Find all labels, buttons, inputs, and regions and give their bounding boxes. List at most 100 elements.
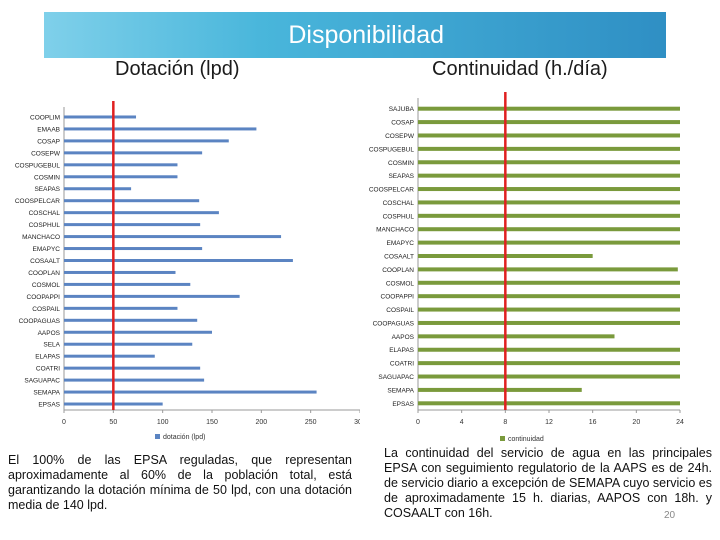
continuidad-category-label: COSAP xyxy=(391,120,414,127)
dotacion-bar xyxy=(64,318,198,322)
continuidad-category-label: COSAALT xyxy=(384,254,414,261)
continuidad-x-tick-label: 8 xyxy=(503,419,507,426)
dotacion-bar xyxy=(64,270,176,274)
dotacion-bar xyxy=(64,247,203,251)
dotacion-chart: 0 50 100 150 200 250 300 COOPLIM EMAAB COSAP COSEP… xyxy=(15,101,360,441)
continuidad-category-label: SAGUAPAC xyxy=(378,374,414,381)
continuidad-x-tick-label: 4 xyxy=(460,419,464,426)
dotacion-bar xyxy=(64,187,132,191)
dotacion-bar xyxy=(64,139,229,143)
continuidad-category-label: COSEPW xyxy=(385,133,415,140)
dotacion-bar xyxy=(64,390,317,394)
dotacion-category-label: COOPAGUAS xyxy=(19,318,61,325)
dotacion-legend-swatch xyxy=(155,434,160,439)
continuidad-category-label: SAJUBA xyxy=(389,106,415,113)
continuidad-category-label: COSMOL xyxy=(386,280,415,287)
continuidad-bar xyxy=(418,200,680,205)
continuidad-bar xyxy=(418,187,680,192)
dotacion-description: El 100% de las EPSA reguladas, que repre… xyxy=(8,453,352,512)
continuidad-category-label: EMAPYC xyxy=(387,240,415,247)
continuidad-category-label: EPSAS xyxy=(392,401,414,408)
continuidad-x-tick-label: 24 xyxy=(676,419,684,426)
dotacion-category-label: AAPOS xyxy=(38,330,61,337)
dotacion-category-label: COSAP xyxy=(37,138,60,145)
continuidad-x-tick-label: 0 xyxy=(416,419,420,426)
continuidad-bar xyxy=(418,173,680,178)
continuidad-bar xyxy=(418,133,680,138)
continuidad-bar xyxy=(418,374,680,379)
continuidad-bar xyxy=(418,267,678,272)
continuidad-category-label: COSPAIL xyxy=(386,307,414,314)
dotacion-category-label: COATRI xyxy=(36,366,60,373)
dotacion-category-label: EPSAS xyxy=(38,402,60,409)
continuidad-x-tick-label: 16 xyxy=(589,419,597,426)
continuidad-legend-swatch xyxy=(500,436,505,441)
dotacion-category-label: COOPLAN xyxy=(28,270,60,277)
title-banner: Disponibilidad xyxy=(44,12,666,58)
dotacion-bar xyxy=(64,378,205,382)
continuidad-bar xyxy=(418,294,680,299)
continuidad-heading: Continuidad (h./día) xyxy=(432,58,608,80)
continuidad-bar xyxy=(418,227,680,232)
continuidad-bar xyxy=(418,401,680,406)
continuidad-bar xyxy=(418,120,680,125)
dotacion-bar xyxy=(64,223,201,227)
dotacion-bar xyxy=(64,259,293,262)
dotacion-category-label: COSPAIL xyxy=(32,306,60,313)
dotacion-x-tick-label: 150 xyxy=(206,419,218,426)
continuidad-bar xyxy=(418,160,680,165)
dotacion-bar xyxy=(64,294,240,298)
dotacion-bar xyxy=(64,235,282,239)
continuidad-category-label: AAPOS xyxy=(392,334,415,341)
continuidad-bar xyxy=(418,334,615,339)
dotacion-category-label: COOSPELCAR xyxy=(15,198,60,205)
continuidad-category-label: COSCHAL xyxy=(383,200,415,207)
dotacion-category-label: COSPUGEBUL xyxy=(15,162,61,169)
continuidad-category-label: COSPUGEBUL xyxy=(369,146,415,153)
dotacion-category-label: SELA xyxy=(43,342,60,349)
dotacion-heading: Dotación (lpd) xyxy=(115,58,240,80)
continuidad-category-label: COOPLAN xyxy=(382,267,414,274)
dotacion-category-label: SEAPAS xyxy=(34,186,60,193)
continuidad-category-label: COOSPELCAR xyxy=(369,187,414,194)
continuidad-bar xyxy=(418,347,680,352)
dotacion-category-label: COSPHUL xyxy=(29,222,61,229)
continuidad-x-tick-label: 20 xyxy=(632,419,640,426)
continuidad-category-label: SEMAPA xyxy=(387,387,414,394)
dotacion-category-label: SAGUAPAC xyxy=(24,378,60,385)
dotacion-bar xyxy=(64,282,191,286)
continuidad-category-label: MANCHACO xyxy=(376,227,414,234)
continuidad-bar xyxy=(418,213,680,218)
dotacion-bar xyxy=(64,175,178,179)
dotacion-bar xyxy=(64,163,178,167)
continuidad-category-label: COATRI xyxy=(390,361,414,368)
continuidad-bar xyxy=(418,307,680,312)
dotacion-category-label: COSMIN xyxy=(34,174,60,181)
dotacion-bar xyxy=(64,330,212,334)
continuidad-bar xyxy=(418,320,680,325)
dotacion-bar xyxy=(64,366,201,370)
dotacion-legend-label: dotación (lpd) xyxy=(163,434,205,441)
continuidad-category-label: SEAPAS xyxy=(388,173,414,180)
dotacion-x-tick-label: 0 xyxy=(62,419,66,426)
dotacion-category-label: COSMOL xyxy=(32,282,61,289)
dotacion-bar xyxy=(64,115,137,119)
dotacion-bar xyxy=(64,151,203,155)
continuidad-bar xyxy=(418,280,680,285)
dotacion-category-label: EMAAB xyxy=(37,126,60,133)
dotacion-x-tick-label: 100 xyxy=(157,419,169,426)
continuidad-category-label: COSPHUL xyxy=(383,213,415,220)
continuidad-x-tick-label: 12 xyxy=(545,419,553,426)
continuidad-bar xyxy=(418,106,680,111)
continuidad-bar xyxy=(418,146,680,151)
slide-title: Disponibilidad xyxy=(288,21,444,49)
dotacion-x-tick-label: 300 xyxy=(354,419,360,426)
dotacion-category-label: EMAPYC xyxy=(33,246,61,253)
continuidad-bar xyxy=(418,387,582,392)
continuidad-legend-label: continuidad xyxy=(508,436,544,443)
dotacion-category-label: MANCHACO xyxy=(22,234,60,241)
page-number: 20 xyxy=(664,510,676,521)
continuidad-bar xyxy=(418,240,680,245)
dotacion-bar xyxy=(64,306,178,310)
continuidad-category-label: COOPAPPI xyxy=(381,294,415,301)
